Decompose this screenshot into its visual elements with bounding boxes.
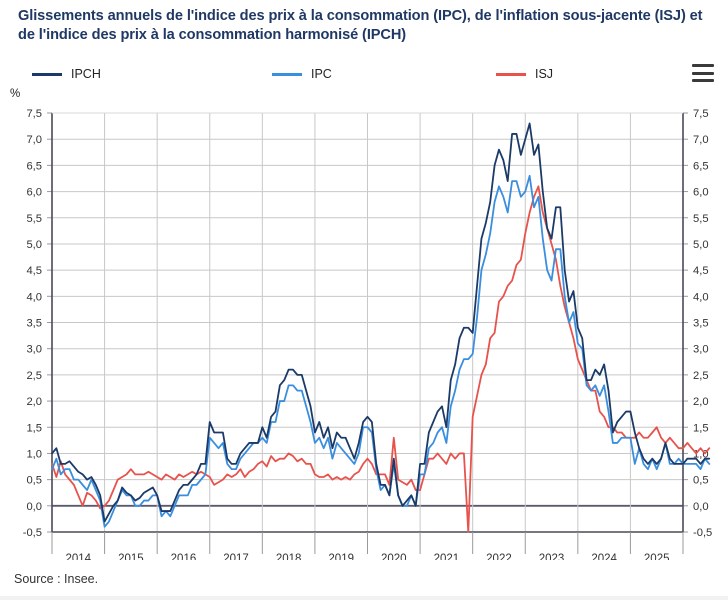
x-axis-tick-label: 2021	[434, 553, 460, 560]
legend-label-ipch: IPCH	[71, 67, 101, 81]
y-axis-tick-label-left: 1,5	[26, 422, 42, 434]
y-axis-tick-label-right: 1,5	[693, 422, 709, 434]
legend-swatch-isj	[496, 72, 526, 76]
y-axis-tick-label-left: 3,5	[26, 318, 42, 330]
x-axis-tick-label: 2016	[171, 553, 197, 560]
y-axis-tick-label-right: 0,0	[693, 501, 709, 513]
y-axis-tick-label-right: 0,5	[693, 475, 709, 487]
y-axis-tick-label-right: 5,5	[693, 213, 709, 225]
footer-divider	[0, 596, 728, 600]
series-line-isj[interactable]	[51, 185, 711, 533]
page-title: Glissements annuels de l'indice des prix…	[18, 8, 703, 44]
y-axis-tick-label-left: 7,0	[26, 134, 42, 146]
y-axis-tick-label-right: 4,0	[693, 291, 709, 303]
y-axis-tick-label-right: 5,0	[693, 239, 709, 251]
legend-item-ipc[interactable]: IPC	[272, 63, 332, 85]
y-axis-tick-label-left: 2,0	[26, 396, 42, 408]
x-axis-tick-label: 2024	[591, 553, 617, 560]
x-axis-tick-label: 2020	[381, 553, 407, 560]
hamburger-bar-3	[692, 79, 714, 82]
legend-label-ipc: IPC	[311, 67, 332, 81]
legend-item-isj[interactable]: ISJ	[496, 63, 553, 85]
y-axis-tick-label-right: 3,0	[693, 344, 709, 356]
y-axis-tick-label-right: 6,5	[693, 160, 709, 172]
y-axis-tick-label-left: 7,5	[26, 108, 42, 120]
x-axis-tick-label: 2019	[328, 553, 354, 560]
y-axis-tick-label-left: 4,5	[26, 265, 42, 277]
y-axis-tick-label-right: 2,0	[693, 396, 709, 408]
x-axis-tick-label: 2017	[223, 553, 249, 560]
y-axis-tick-label-left: 0,0	[26, 501, 42, 513]
y-axis-tick-label-left: 1,0	[26, 448, 42, 460]
y-axis-tick-label-left: 4,0	[26, 291, 42, 303]
hamburger-bar-1	[692, 64, 714, 67]
y-axis-tick-label-right: 3,5	[693, 318, 709, 330]
x-axis-tick-label: 2025	[644, 553, 670, 560]
legend-swatch-ipc	[272, 72, 302, 76]
y-axis-tick-label-right: -0,5	[693, 527, 712, 539]
y-axis-tick-label-left: 5,5	[26, 213, 42, 225]
y-axis-tick-label-right: 4,5	[693, 265, 709, 277]
y-axis-tick-label-right: 6,0	[693, 187, 709, 199]
y-axis-tick-label-left: 0,5	[26, 475, 42, 487]
x-axis-tick-label: 2014	[65, 553, 91, 560]
y-axis-tick-label-left: 5,0	[26, 239, 42, 251]
hamburger-menu-icon[interactable]	[692, 64, 714, 82]
x-axis-tick-label: 2018	[276, 553, 302, 560]
series-line-ipch[interactable]	[51, 122, 711, 523]
line-chart-svg: -0,5 -0,50,0 0,00,5 0,51,0 1,01,5 1,52,0 2,02,…	[23, 108, 713, 560]
source-note: Source : Insee.	[14, 572, 99, 586]
legend-label-isj: ISJ	[535, 67, 554, 81]
y-axis-unit-label: %	[10, 88, 21, 100]
y-axis-tick-label-left: 3,0	[26, 344, 42, 356]
chart-legend: IPCH IPC ISJ	[0, 63, 728, 85]
y-axis-tick-label-left: -0,5	[23, 527, 42, 539]
y-axis-tick-label-left: 6,0	[26, 187, 42, 199]
legend-swatch-ipch	[32, 72, 62, 76]
y-axis-tick-label-right: 7,0	[693, 134, 709, 146]
x-axis-tick-label: 2015	[118, 553, 144, 560]
y-axis-tick-label-left: 2,5	[26, 370, 42, 382]
y-axis-tick-label-left: 6,5	[26, 160, 42, 172]
y-axis-tick-label-right: 7,5	[693, 108, 709, 120]
x-axis-tick-label: 2023	[539, 553, 565, 560]
hamburger-bar-2	[692, 71, 714, 75]
y-axis-tick-label-right: 2,5	[693, 370, 709, 382]
chart-plot-container: -0,5 -0,5 0,0 0,0 0,5 0,5 1,0 1,0 1,5 1,5 2,0 2,0 2,…	[0, 100, 728, 560]
series-line-ipc[interactable]	[51, 174, 711, 528]
legend-item-ipch[interactable]: IPCH	[32, 63, 101, 85]
x-axis-tick-label: 2022	[486, 553, 512, 560]
